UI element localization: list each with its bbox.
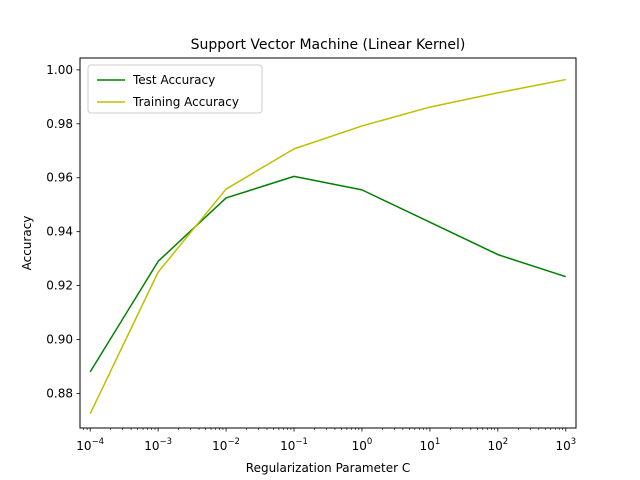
axis-ticks: 0.88 0.90 0.92 0.94 0.96 0.98 1.00 10−4 10−3 10−2… (46, 63, 576, 453)
x-tick-label: 100 (352, 437, 373, 453)
y-axis-label: Accuracy (20, 216, 34, 271)
legend-label: Test Accuracy (132, 73, 215, 87)
series-line-1 (89, 78, 566, 415)
legend-label: Training Accuracy (132, 95, 239, 109)
series-line-0 (89, 175, 567, 373)
axes-frame (79, 57, 577, 429)
x-tick-label: 103 (555, 437, 576, 453)
chart-title: Support Vector Machine (Linear Kernel) (191, 37, 466, 53)
y-tick-label: 0.92 (46, 279, 73, 293)
x-tick-label: 10−3 (144, 437, 172, 453)
x-tick-label: 101 (420, 437, 441, 453)
y-tick-label: 0.94 (46, 225, 73, 239)
x-axis-label: Regularization Parameter C (246, 461, 410, 475)
y-tick-label: 0.88 (46, 386, 73, 400)
y-tick-label: 0.98 (46, 117, 73, 131)
x-tick-label: 10−2 (212, 437, 240, 453)
y-tick-label: 0.90 (46, 333, 73, 347)
y-tick-label: 0.96 (46, 171, 73, 185)
x-tick-label: 102 (488, 437, 509, 453)
legend: Test Accuracy Training Accuracy (87, 64, 263, 114)
x-tick-label: 10−1 (280, 437, 308, 453)
legend-box (87, 64, 263, 114)
x-tick-label: 10−4 (76, 437, 104, 453)
y-tick-label: 1.00 (46, 63, 73, 77)
series-layer (89, 78, 567, 415)
